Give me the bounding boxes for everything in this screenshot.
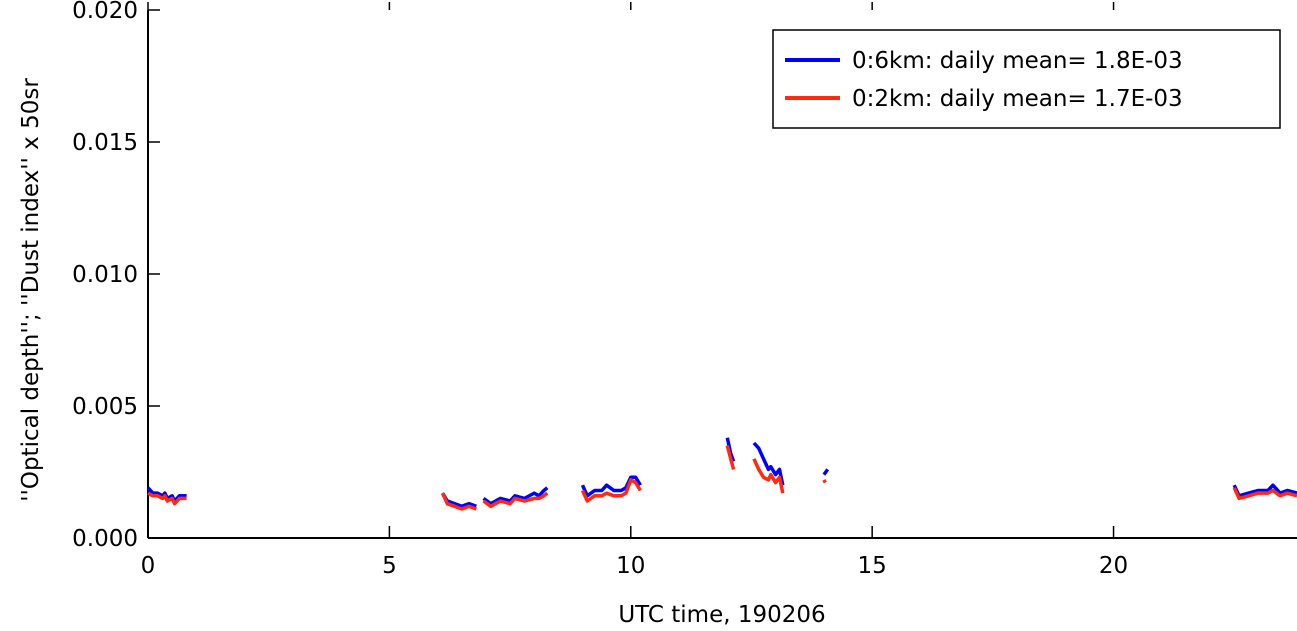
- legend: 0:6km: daily mean= 1.8E-03 0:2km: daily …: [772, 29, 1281, 129]
- series-layer: [146, 437, 1297, 511]
- x-tick-label: 10: [616, 553, 645, 579]
- series-1-segment-2: [482, 491, 549, 509]
- series-0-segment-7: [1232, 483, 1297, 498]
- x-tick-label: 20: [1099, 553, 1128, 579]
- series-1-segment-1: [440, 492, 477, 511]
- x-tick-label: 0: [141, 553, 156, 579]
- y-tick-label: 0.020: [72, 0, 138, 24]
- x-tick-label: 5: [382, 553, 397, 579]
- y-tick-label: 0.000: [72, 526, 138, 552]
- series-0-segment-5: [752, 441, 785, 486]
- y-tick-label: 0.010: [72, 262, 138, 288]
- legend-box: [772, 29, 1281, 129]
- y-axis-ticks: 0.000 0.005 0.010 0.015 0.020: [72, 0, 160, 552]
- series-1-segment-6: [822, 479, 827, 484]
- x-axis-label: UTC time, 190206: [618, 602, 825, 628]
- series-0-segment-3: [580, 475, 642, 498]
- x-tick-label: 15: [858, 553, 887, 579]
- series-0-segment-2: [482, 486, 549, 506]
- legend-label-0-6km: 0:6km: daily mean= 1.8E-03: [852, 48, 1183, 74]
- x-axis-ticks: 0 5 10 15 20: [141, 2, 1128, 579]
- series-1-segment-4: [725, 445, 736, 470]
- series-0-segment-6: [822, 468, 830, 476]
- y-tick-label: 0.015: [72, 130, 138, 156]
- series-1-segment-7: [1232, 487, 1297, 501]
- legend-label-0-2km: 0:2km: daily mean= 1.7E-03: [852, 86, 1183, 112]
- y-axis-label: ''Optical depth''; ''Dust index'' x 50sr: [18, 78, 44, 502]
- series-1-segment-5: [752, 458, 785, 494]
- y-tick-label: 0.005: [72, 394, 138, 420]
- series-1-segment-3: [580, 478, 642, 503]
- series-1-segment-0: [147, 491, 187, 506]
